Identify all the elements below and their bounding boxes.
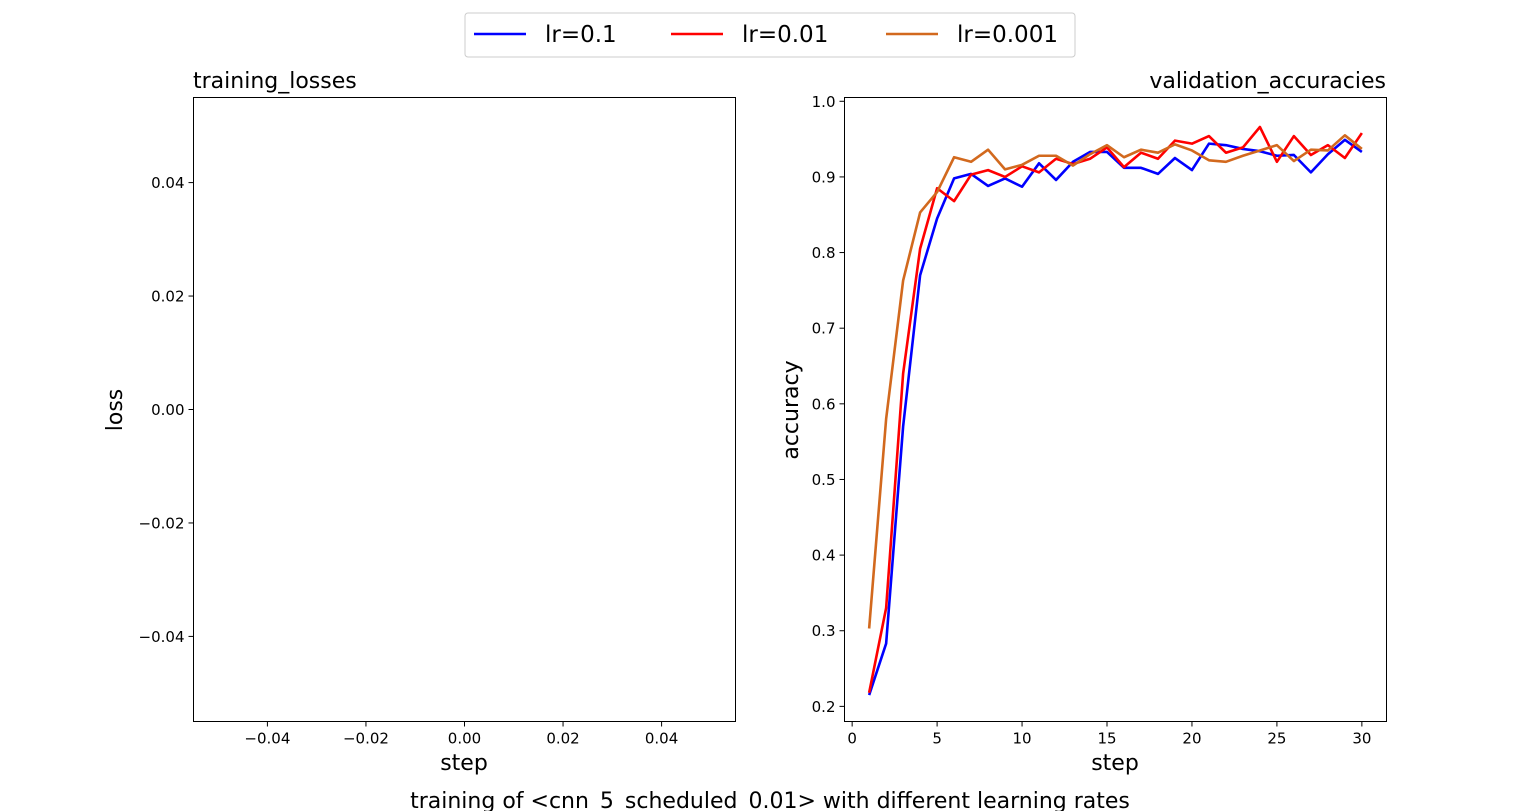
training-losses-ytick-label-2: 0.00: [151, 401, 184, 419]
training-losses-xtick-label-3: 0.02: [546, 730, 579, 748]
series-line-lr-0-01: [867, 125, 1363, 694]
legend: lr=0.1 lr=0.01 lr=0.001: [464, 12, 1076, 58]
validation-accuracies-xtick-label-0: 0: [847, 730, 857, 748]
series-line-lr-0-001: [867, 134, 1363, 629]
validation-accuracies-ytick-label-6: 0.8: [812, 244, 836, 262]
figure-suptitle: training of <cnn_5_scheduled_0.01> with …: [410, 789, 1130, 811]
validation-accuracies-xtick-label-2: 10: [1013, 730, 1032, 748]
validation-accuracies-plot-frame: [844, 97, 1387, 722]
training-losses-ytick-label-0: −0.04: [139, 628, 185, 646]
validation-accuracies-ytick-label-8: 1.0: [812, 93, 836, 111]
training-losses-xtick-label-0: −0.04: [244, 730, 290, 748]
validation-accuracies-panel: validation_accuracies 0 5 10 15 20 25 30 0.2 0.…: [779, 69, 1387, 776]
training-losses-plot-frame: [193, 97, 736, 722]
validation-accuracies-ytick-label-3: 0.5: [812, 471, 836, 489]
training-losses-ytick-label-1: −0.02: [139, 514, 185, 532]
validation-accuracies-ytick-label-5: 0.7: [812, 320, 836, 338]
training-losses-xtick-label-1: −0.02: [343, 730, 389, 748]
legend-label-2: lr=0.001: [957, 22, 1058, 48]
validation-accuracies-title: validation_accuracies: [1149, 69, 1386, 94]
validation-accuracies-ylabel: accuracy: [779, 360, 804, 459]
validation-accuracies-ytick-label-4: 0.6: [812, 395, 836, 413]
validation-accuracies-xtick-label-6: 30: [1352, 730, 1371, 748]
validation-accuracies-ytick-label-7: 0.9: [812, 168, 836, 186]
training-losses-xtick-label-2: 0.00: [448, 730, 481, 748]
validation-accuracies-ytick-label-1: 0.3: [812, 622, 836, 640]
training-losses-xtick-label-4: 0.04: [645, 730, 678, 748]
series-line-lr-0-1: [867, 138, 1363, 696]
training-losses-ylabel: loss: [103, 389, 128, 432]
validation-accuracies-xtick-label-4: 20: [1182, 730, 1201, 748]
validation-accuracies-xtick-label-3: 15: [1097, 730, 1116, 748]
validation-accuracies-xtick-label-5: 25: [1267, 730, 1286, 748]
legend-label-0: lr=0.1: [545, 22, 617, 48]
validation-accuracies-ytick-label-2: 0.4: [812, 547, 836, 565]
training-losses-panel: training_losses −0.04 −0.02 0.00 0.02 0.04 −…: [103, 69, 736, 776]
validation-accuracies-xlabel: step: [1091, 751, 1139, 776]
validation-accuracies-ytick-label-0: 0.2: [812, 698, 836, 716]
legend-label-1: lr=0.01: [742, 22, 828, 48]
training-losses-ytick-label-4: 0.04: [151, 174, 184, 192]
legend-frame: [464, 12, 1076, 58]
training-losses-xlabel: step: [440, 751, 488, 776]
training-losses-ytick-label-3: 0.02: [151, 288, 184, 306]
validation-accuracies-xtick-label-1: 5: [932, 730, 942, 748]
training-losses-title: training_losses: [193, 69, 357, 94]
